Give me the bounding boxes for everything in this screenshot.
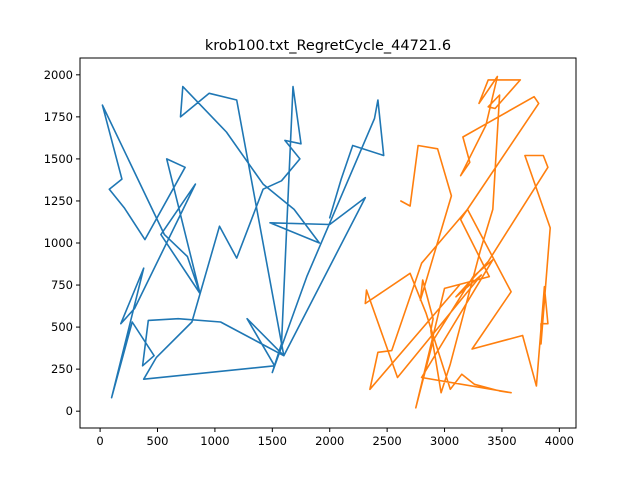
y-tick-label: 500 [51, 320, 73, 334]
plot-frame [79, 57, 577, 429]
y-tick-label: 1500 [44, 152, 73, 166]
y-tick-label: 1000 [44, 236, 73, 250]
series-line-2 [364, 75, 552, 409]
y-tick-label: 250 [51, 362, 73, 376]
x-tick-label: 1500 [258, 434, 287, 448]
y-tick-label: 1750 [44, 110, 73, 124]
x-tick-label: 500 [147, 434, 169, 448]
y-tick-label: 1250 [44, 194, 73, 208]
ticks-layer: 0 500 1000 1500 2000 2500 3000 3500 4000 0 250 500 7… [44, 68, 574, 448]
y-tick-label: 2000 [44, 68, 73, 82]
x-tick-label: 1000 [200, 434, 229, 448]
series-layer [101, 75, 552, 409]
series-line-1 [101, 85, 385, 399]
y-tick-label: 0 [66, 404, 73, 418]
chart-title: krob100.txt_RegretCycle_44721.6 [205, 38, 451, 54]
x-tick-label: 0 [96, 434, 103, 448]
x-tick-label: 3500 [487, 434, 516, 448]
x-tick-label: 2000 [315, 434, 344, 448]
x-tick-label: 2500 [372, 434, 401, 448]
y-tick-label: 750 [51, 278, 73, 292]
x-tick-label: 4000 [545, 434, 574, 448]
x-tick-label: 3000 [430, 434, 459, 448]
